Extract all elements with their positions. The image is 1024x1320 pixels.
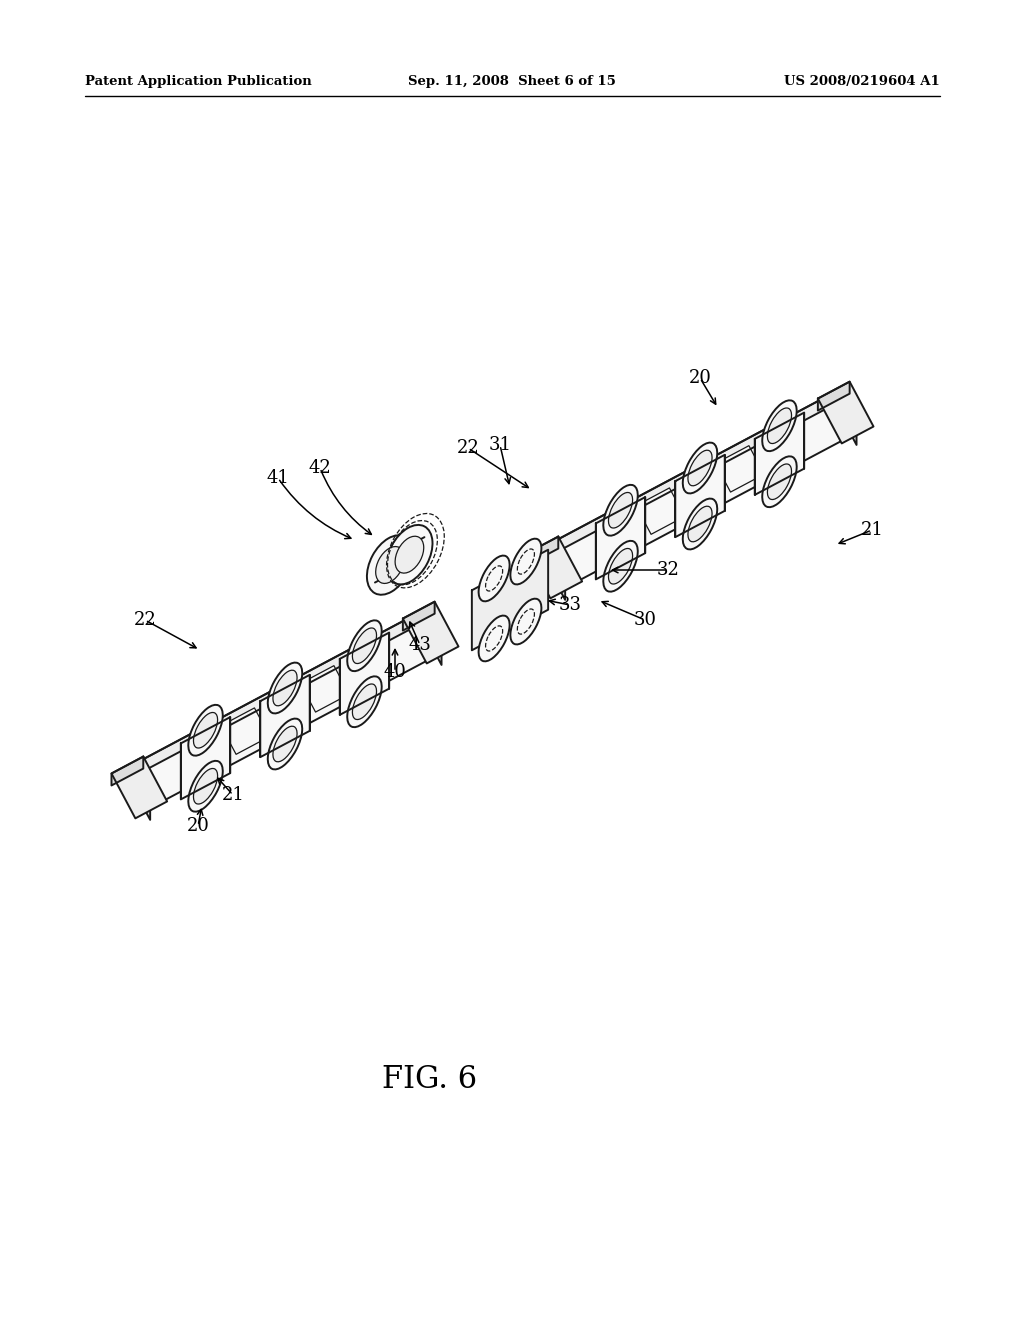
Text: FIG. 6: FIG. 6 <box>382 1064 477 1096</box>
Text: 43: 43 <box>409 636 431 653</box>
Ellipse shape <box>367 535 413 595</box>
Text: 31: 31 <box>488 436 512 454</box>
Ellipse shape <box>762 457 797 507</box>
Text: Sep. 11, 2008  Sheet 6 of 15: Sep. 11, 2008 Sheet 6 of 15 <box>408 75 616 88</box>
Polygon shape <box>112 756 167 818</box>
Ellipse shape <box>188 705 223 755</box>
Polygon shape <box>221 708 269 754</box>
Polygon shape <box>420 612 441 665</box>
Polygon shape <box>716 446 764 492</box>
Polygon shape <box>128 767 151 820</box>
Ellipse shape <box>683 442 717 494</box>
Polygon shape <box>544 392 835 560</box>
Text: 22: 22 <box>457 440 479 457</box>
Polygon shape <box>402 602 434 631</box>
Text: 30: 30 <box>634 611 656 630</box>
Ellipse shape <box>273 726 297 762</box>
Ellipse shape <box>683 499 717 549</box>
Text: 21: 21 <box>221 785 245 804</box>
Ellipse shape <box>603 541 638 591</box>
Text: US 2008/0219604 A1: US 2008/0219604 A1 <box>784 75 940 88</box>
Polygon shape <box>128 612 441 808</box>
Polygon shape <box>675 455 725 537</box>
Polygon shape <box>402 602 459 664</box>
Ellipse shape <box>510 599 542 644</box>
Text: 22: 22 <box>133 611 157 630</box>
Ellipse shape <box>194 713 217 748</box>
Ellipse shape <box>688 506 712 541</box>
Polygon shape <box>340 632 389 715</box>
Ellipse shape <box>268 718 302 770</box>
Polygon shape <box>260 675 309 758</box>
Text: 20: 20 <box>186 817 210 836</box>
Polygon shape <box>818 381 850 411</box>
Polygon shape <box>596 498 645 579</box>
Ellipse shape <box>762 400 797 451</box>
Text: 20: 20 <box>688 370 712 387</box>
Ellipse shape <box>352 628 377 664</box>
Text: Patent Application Publication: Patent Application Publication <box>85 75 311 88</box>
Text: 32: 32 <box>656 561 680 579</box>
Polygon shape <box>472 549 548 651</box>
Text: 41: 41 <box>266 469 290 487</box>
Polygon shape <box>112 756 143 785</box>
Ellipse shape <box>352 684 377 719</box>
Ellipse shape <box>688 450 712 486</box>
Polygon shape <box>526 536 558 565</box>
Ellipse shape <box>273 671 297 706</box>
Polygon shape <box>755 413 804 495</box>
Text: 33: 33 <box>558 597 582 614</box>
Ellipse shape <box>347 620 382 671</box>
Ellipse shape <box>603 484 638 536</box>
Polygon shape <box>544 392 856 587</box>
Ellipse shape <box>194 768 217 804</box>
Polygon shape <box>818 381 873 444</box>
Ellipse shape <box>268 663 302 713</box>
Ellipse shape <box>510 539 542 585</box>
Ellipse shape <box>376 546 404 583</box>
Ellipse shape <box>386 525 432 585</box>
Ellipse shape <box>608 492 633 528</box>
Polygon shape <box>526 536 582 598</box>
Ellipse shape <box>395 536 424 573</box>
Polygon shape <box>835 392 856 445</box>
Ellipse shape <box>347 676 382 727</box>
Polygon shape <box>544 546 565 599</box>
Polygon shape <box>128 612 420 779</box>
Text: 21: 21 <box>860 521 884 539</box>
Ellipse shape <box>478 556 510 602</box>
Text: 40: 40 <box>384 663 407 681</box>
Polygon shape <box>636 488 685 535</box>
Polygon shape <box>181 717 230 800</box>
Ellipse shape <box>767 408 792 444</box>
Polygon shape <box>300 665 349 711</box>
Ellipse shape <box>608 548 633 583</box>
Ellipse shape <box>188 760 223 812</box>
Ellipse shape <box>767 463 792 499</box>
Ellipse shape <box>478 615 510 661</box>
Text: 42: 42 <box>308 459 332 477</box>
